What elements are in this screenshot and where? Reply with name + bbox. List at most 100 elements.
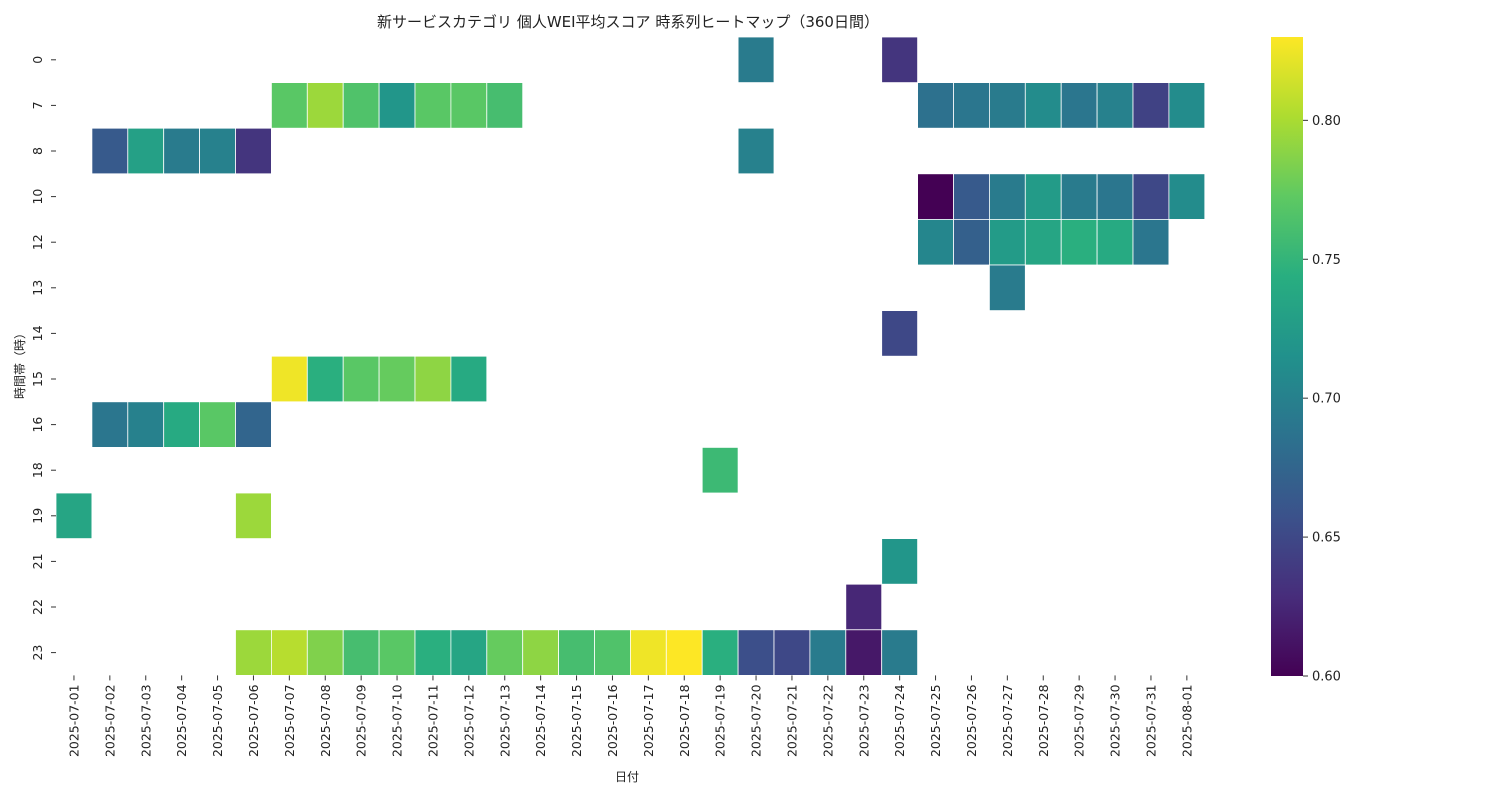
y-tick-label: 22 <box>30 599 45 615</box>
colorbar-tick-label: 0.80 <box>1312 114 1341 129</box>
x-tick-label: 2025-07-03 <box>138 684 153 757</box>
y-tick-label: 15 <box>30 371 45 387</box>
x-tick-label: 2025-07-15 <box>569 684 584 757</box>
x-tick-label: 2025-07-12 <box>461 684 476 757</box>
heatmap-cell <box>881 629 919 676</box>
heatmap-cell <box>306 355 344 403</box>
y-tick-label: 16 <box>30 417 45 433</box>
y-tick-label: 12 <box>30 234 45 250</box>
heatmap-cell <box>881 310 919 357</box>
colorbar-ticks: 0.60 0.65 0.70 0.75 0.80 <box>1303 114 1341 685</box>
x-tick-label: 2025-07-29 <box>1072 684 1087 757</box>
x-tick-label: 2025-07-17 <box>641 684 656 757</box>
colorbar-tick-label: 0.70 <box>1312 392 1341 407</box>
heatmap-cell <box>1024 218 1062 266</box>
heatmap-cell <box>1168 173 1206 220</box>
y-tick-label: 0 <box>30 56 45 64</box>
heatmap-cell <box>450 355 488 403</box>
heatmap-cell <box>845 583 883 631</box>
x-tick-label: 2025-07-24 <box>892 684 907 757</box>
y-axis-label: 時間帯（時） <box>13 327 27 399</box>
heatmap-cell <box>701 446 739 494</box>
x-tick-label: 2025-07-09 <box>354 684 369 757</box>
heatmap-cell <box>306 82 344 129</box>
heatmap-cell <box>701 629 739 676</box>
heatmap-cell <box>1132 82 1170 129</box>
heatmap-cell <box>199 127 236 175</box>
x-tick-label: 2025-07-26 <box>964 684 979 757</box>
heatmap-cell <box>127 401 165 448</box>
colorbar-tick-label: 0.60 <box>1312 670 1341 685</box>
x-tick-label: 2025-07-23 <box>856 684 871 757</box>
x-tick-label: 2025-07-30 <box>1108 684 1123 757</box>
heatmap-cell <box>378 629 416 676</box>
heatmap-cell <box>270 82 308 129</box>
x-tick-label: 2025-07-20 <box>749 684 764 757</box>
x-axis-ticks: 2025-07-01 2025-07-02 2025-07-03 2025-07-04… <box>66 675 1194 757</box>
x-tick-label: 2025-07-22 <box>820 684 835 757</box>
y-tick-label: 7 <box>30 101 45 109</box>
heatmap-cell <box>235 492 272 539</box>
x-tick-label: 2025-07-05 <box>210 684 225 757</box>
heatmap-cell <box>235 127 272 175</box>
x-tick-label: 2025-07-14 <box>533 684 548 757</box>
heatmap-cell <box>1096 173 1134 220</box>
heatmap-cell <box>342 629 380 676</box>
x-tick-label: 2025-07-06 <box>246 684 261 757</box>
colorbar-tick-label: 0.65 <box>1312 531 1341 546</box>
heatmap-cell <box>989 82 1026 129</box>
y-tick-label: 18 <box>30 462 45 478</box>
heatmap-cell <box>594 629 631 676</box>
heatmap-cell <box>342 82 380 129</box>
heatmap-cell <box>199 401 236 448</box>
heatmap-cell <box>1060 218 1098 266</box>
x-tick-label: 2025-07-27 <box>1000 684 1015 757</box>
heatmap-cell <box>953 173 990 220</box>
y-tick-label: 19 <box>30 508 45 524</box>
x-tick-label: 2025-07-28 <box>1036 684 1051 757</box>
y-tick-label: 23 <box>30 645 45 661</box>
heatmap-cell <box>306 629 344 676</box>
heatmap-cell <box>450 82 488 129</box>
heatmap-cell <box>270 355 308 403</box>
y-axis-ticks: 0 7 8 10 12 13 14 15 16 18 19 21 22 23 <box>30 56 56 661</box>
heatmap-cell <box>414 82 452 129</box>
heatmap-cell <box>953 82 990 129</box>
heatmap-cell <box>1096 218 1134 266</box>
heatmap-cell <box>1024 82 1062 129</box>
x-tick-label: 2025-07-07 <box>282 684 297 757</box>
y-tick-label: 8 <box>30 147 45 155</box>
x-tick-label: 2025-07-01 <box>66 684 81 757</box>
heatmap-cell <box>665 629 703 676</box>
colorbar <box>1271 37 1303 676</box>
colorbar-tick-label: 0.75 <box>1312 253 1341 268</box>
heatmap-cell <box>378 355 416 403</box>
heatmap-cell <box>235 401 272 448</box>
y-tick-label: 14 <box>30 325 45 341</box>
heatmap-cell <box>486 82 524 129</box>
x-tick-label: 2025-07-21 <box>784 684 799 757</box>
heatmap-cell <box>414 629 452 676</box>
x-tick-label: 2025-07-31 <box>1143 684 1158 757</box>
heatmap-cell <box>881 36 919 83</box>
heatmap-cell <box>737 629 775 676</box>
heatmap-cell <box>1168 82 1206 129</box>
x-tick-label: 2025-08-01 <box>1179 684 1194 757</box>
heatmap-cell <box>917 173 954 220</box>
heatmap-cell <box>235 629 272 676</box>
chart-title: 新サービスカテゴリ 個人WEI平均スコア 時系列ヒートマップ（360日間） <box>377 13 879 31</box>
heatmap-cell <box>630 629 667 676</box>
heatmap-cell <box>163 127 200 175</box>
x-tick-label: 2025-07-19 <box>713 684 728 757</box>
heatmap-cell <box>55 492 93 539</box>
x-tick-label: 2025-07-02 <box>102 684 117 757</box>
x-tick-label: 2025-07-04 <box>174 684 189 757</box>
x-tick-label: 2025-07-18 <box>677 684 692 757</box>
x-tick-label: 2025-07-25 <box>928 684 943 757</box>
heatmap-cell <box>989 218 1026 266</box>
heatmap-cell <box>558 629 595 676</box>
heatmap-cell <box>1132 173 1170 220</box>
x-axis-label: 日付 <box>615 770 639 784</box>
